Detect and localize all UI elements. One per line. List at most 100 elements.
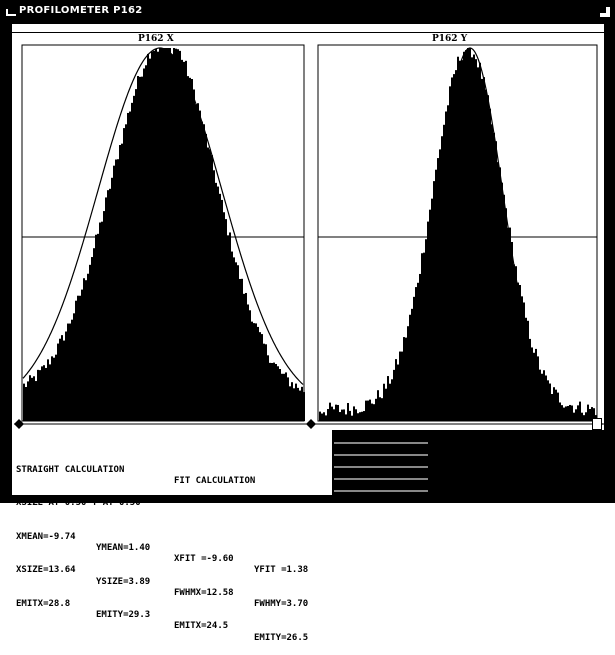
histogram-bar <box>243 293 245 421</box>
histogram-bar <box>145 65 147 421</box>
histogram-bar <box>103 211 105 421</box>
histogram-bar <box>57 343 59 421</box>
histogram-bar <box>545 375 547 421</box>
histogram-bar <box>537 356 539 421</box>
histogram-bar <box>261 334 263 421</box>
histogram-bar <box>269 362 271 421</box>
histogram-bar <box>475 59 477 421</box>
histogram-bar <box>213 170 215 421</box>
histogram-bar <box>95 234 97 421</box>
window-menu-icon[interactable] <box>6 9 16 16</box>
histogram-bar <box>333 409 335 421</box>
histogram-bar <box>201 121 203 421</box>
histogram-bar <box>285 372 287 421</box>
histogram-bar <box>539 369 541 421</box>
histogram-bar <box>259 332 261 421</box>
histogram-bar <box>449 86 451 422</box>
histogram-bar <box>287 377 289 421</box>
histogram-bar <box>361 411 363 421</box>
histogram-bar <box>53 357 55 421</box>
histogram-bar <box>27 381 29 421</box>
histogram-bar <box>25 386 27 421</box>
histogram-bar <box>215 182 217 421</box>
histogram-bar <box>181 59 183 421</box>
histogram-bar <box>501 182 503 421</box>
histogram-bar <box>83 278 85 421</box>
profile-plots <box>14 44 604 429</box>
histogram-bar <box>409 314 411 421</box>
histogram-bar <box>273 362 275 421</box>
histogram-bar <box>359 412 361 421</box>
histogram-bar <box>551 393 553 421</box>
fwhmy-value: FWHMY=3.70 <box>254 599 309 609</box>
yfit-value: YFIT =1.38 <box>254 565 309 576</box>
histogram-bar <box>139 76 141 422</box>
histogram-bar <box>401 351 403 421</box>
histogram-bar <box>49 364 51 421</box>
histogram-bar <box>491 124 493 421</box>
histogram-bar <box>197 103 199 421</box>
histogram-bar <box>91 257 93 421</box>
histogram-bar <box>527 320 529 421</box>
histogram-bar <box>533 352 535 421</box>
histogram-bar <box>235 262 237 421</box>
histogram-bar <box>239 278 241 421</box>
histogram-bar <box>369 399 371 421</box>
histogram-bar <box>529 338 531 421</box>
histogram-bar <box>131 102 133 421</box>
histogram-bar <box>263 343 265 421</box>
histogram-bar <box>425 239 427 421</box>
histogram-bar <box>349 410 351 421</box>
histogram-bar <box>125 124 127 421</box>
histogram-bar <box>435 169 437 421</box>
histogram-bar <box>289 386 291 421</box>
histogram-bar <box>275 364 277 421</box>
close-icon[interactable] <box>600 7 610 17</box>
window-frame-bottom <box>0 495 615 503</box>
panel-x-histogram <box>23 48 305 422</box>
histogram-bar <box>141 76 143 421</box>
histogram-bar <box>167 48 169 421</box>
histogram-bar <box>457 56 459 421</box>
histogram-bar <box>23 383 25 421</box>
status-line <box>334 466 428 468</box>
histogram-bar <box>153 50 155 422</box>
histogram-bar <box>129 111 131 421</box>
histogram-bar <box>331 406 333 421</box>
histogram-bar <box>173 48 175 421</box>
histogram-bar <box>99 222 101 421</box>
histogram-bar <box>109 188 111 421</box>
histogram-bar <box>147 53 149 422</box>
histogram-bar <box>517 282 519 421</box>
histogram-bar <box>177 49 179 422</box>
histogram-bar <box>521 296 523 421</box>
histogram-bar <box>221 199 223 421</box>
histogram-bar <box>179 50 181 421</box>
histogram-bar <box>67 323 69 421</box>
axis-marker-left <box>14 419 24 429</box>
histogram-bar <box>245 292 247 421</box>
histogram-bar <box>413 296 415 421</box>
histogram-bar <box>505 208 507 421</box>
histogram-bar <box>337 404 339 421</box>
window-title-bar[interactable]: PROFILOMETER P162 <box>0 0 615 24</box>
histogram-bar <box>443 124 445 422</box>
histogram-bar <box>523 302 525 421</box>
histogram-bar <box>507 227 509 421</box>
histogram-bar <box>379 397 381 421</box>
histogram-bar <box>55 354 57 421</box>
histogram-bar <box>495 141 497 421</box>
scroll-handle[interactable] <box>592 418 602 430</box>
histogram-bar <box>75 300 77 421</box>
histogram-bar <box>127 112 129 422</box>
histogram-bar <box>71 319 73 421</box>
histogram-bar <box>185 60 187 421</box>
histogram-bar <box>357 413 359 421</box>
ymean-value: YMEAN=1.40 <box>96 543 151 553</box>
histogram-bar <box>439 149 441 421</box>
histogram-bar <box>115 159 117 421</box>
histogram-bar <box>511 241 513 421</box>
histogram-bar <box>385 388 387 421</box>
histogram-bar <box>69 323 71 421</box>
histogram-bar <box>561 405 563 421</box>
